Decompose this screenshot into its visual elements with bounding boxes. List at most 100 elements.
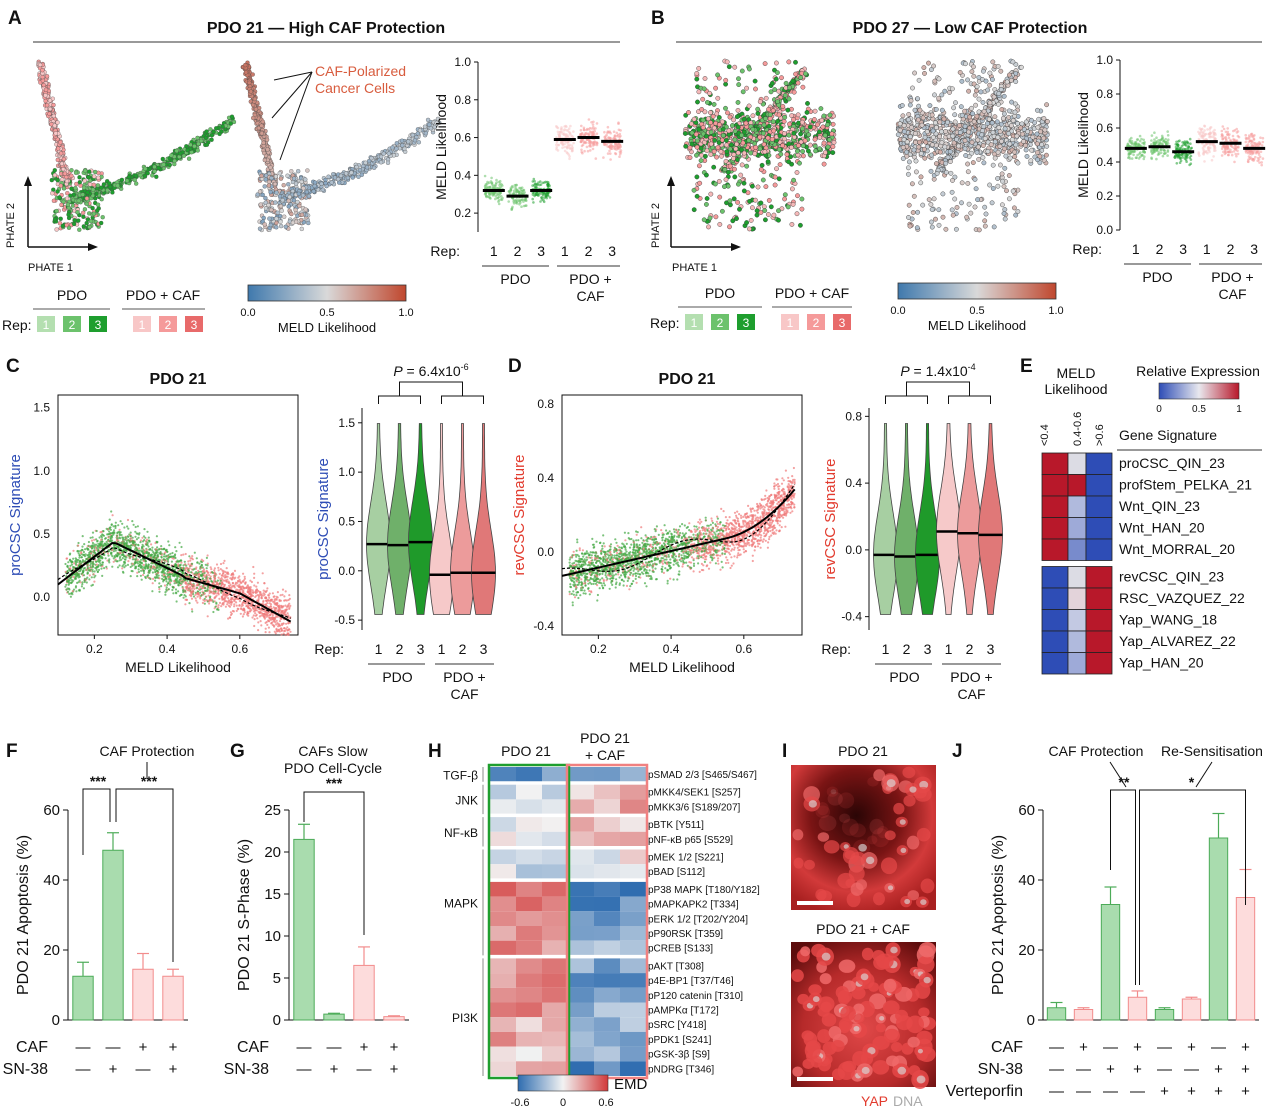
phate-point: [821, 140, 827, 146]
phate-point: [912, 107, 918, 113]
phate-point: [758, 200, 764, 206]
phate-point: [936, 95, 942, 101]
phate-point: [969, 105, 974, 111]
strip-point: [563, 142, 566, 146]
phate-point: [192, 144, 197, 149]
rep-number: 1: [490, 243, 498, 259]
phate-point: [976, 156, 982, 162]
phate-point: [907, 102, 913, 108]
caf-polarized-label-1: CAF-Polarized: [315, 63, 406, 79]
phate-point: [918, 174, 924, 180]
phate-point: [981, 109, 987, 114]
phate-point: [791, 177, 796, 183]
phate-point: [985, 148, 991, 154]
phate-point: [753, 86, 758, 92]
phate-point: [704, 148, 710, 154]
strip-point: [1155, 136, 1158, 139]
strip-point: [1150, 134, 1154, 137]
phate-point: [999, 171, 1005, 177]
phate-point: [1010, 188, 1016, 194]
phate-point: [795, 80, 801, 86]
phate-point: [261, 215, 266, 221]
phate-point: [763, 95, 769, 101]
panel-a: A PDO 21 — High CAF Protection PHATE 1 P…: [2, 8, 624, 335]
phate-point: [933, 120, 938, 126]
phate-point: [799, 119, 805, 125]
phate-point: [204, 142, 210, 147]
strip-point: [579, 140, 583, 144]
phate-point: [1006, 131, 1012, 136]
phate-point: [932, 92, 937, 98]
phate-point: [71, 192, 77, 197]
phate-point: [354, 164, 359, 170]
phate-point: [60, 223, 66, 229]
strip-point: [589, 140, 592, 143]
phate-point: [1001, 183, 1007, 189]
phate-point: [706, 224, 711, 230]
phate-point: [1045, 119, 1050, 124]
phate-point: [748, 217, 754, 223]
phate-point: [306, 194, 312, 199]
strip-point: [514, 198, 518, 202]
phate-point: [265, 147, 270, 152]
strip-point: [604, 135, 607, 138]
phate-point: [791, 130, 797, 136]
phate-point: [312, 183, 317, 189]
phate-point: [247, 80, 252, 85]
phate-point: [52, 123, 57, 128]
strip-point: [563, 145, 566, 149]
y-axis-label: MELD Likelihood: [1075, 92, 1091, 198]
phate-point: [911, 193, 917, 199]
phate-point: [51, 102, 56, 108]
phate-point: [57, 221, 63, 226]
phate-point: [740, 89, 746, 95]
phate-point: [286, 182, 291, 187]
phate-point: [95, 208, 100, 213]
strip-point: [518, 186, 521, 190]
phate-point: [278, 203, 284, 209]
phate-point: [93, 169, 98, 175]
phate-point: [319, 181, 324, 186]
phate-point: [763, 217, 768, 223]
phate-point: [154, 174, 159, 179]
phate-point: [252, 96, 258, 102]
phate-point: [90, 205, 95, 211]
phate-point: [800, 148, 805, 154]
phate-point: [700, 117, 706, 123]
phate-point: [73, 185, 78, 191]
phate-point: [715, 95, 721, 101]
phate-point: [820, 124, 826, 130]
phate-point: [169, 153, 174, 158]
strip-point: [1132, 153, 1135, 157]
phate-point: [995, 149, 1001, 155]
phate-point: [268, 189, 273, 195]
phate-point: [733, 146, 739, 152]
strip-point: [617, 121, 620, 124]
phate-point: [799, 196, 805, 202]
phate-point: [359, 172, 364, 177]
phate-point: [775, 99, 780, 105]
phate-point: [914, 225, 920, 231]
phate-point: [911, 147, 917, 153]
phate-point: [694, 174, 700, 180]
phate-point: [821, 161, 827, 167]
phate-point: [995, 183, 1001, 189]
phate-point: [278, 223, 284, 229]
phate-point: [970, 160, 976, 166]
strip-point: [584, 140, 587, 144]
strip-point: [580, 132, 584, 135]
phate-point: [54, 227, 59, 232]
phate-point: [84, 196, 90, 201]
phate-point: [1009, 99, 1014, 105]
phate-point: [806, 148, 811, 154]
strip-point: [567, 127, 571, 130]
phate-point: [767, 112, 773, 118]
legend-pdocaf-a: PDO + CAF: [126, 287, 200, 303]
y-tick-label: 0.6: [1096, 121, 1113, 135]
cb-b-tick-0: 0.0: [890, 305, 905, 317]
phate-point: [772, 174, 778, 180]
group-pdocaf-2: CAF: [577, 288, 605, 304]
phate-point: [336, 177, 341, 182]
phate-point: [167, 162, 172, 168]
phate-point: [717, 194, 723, 200]
